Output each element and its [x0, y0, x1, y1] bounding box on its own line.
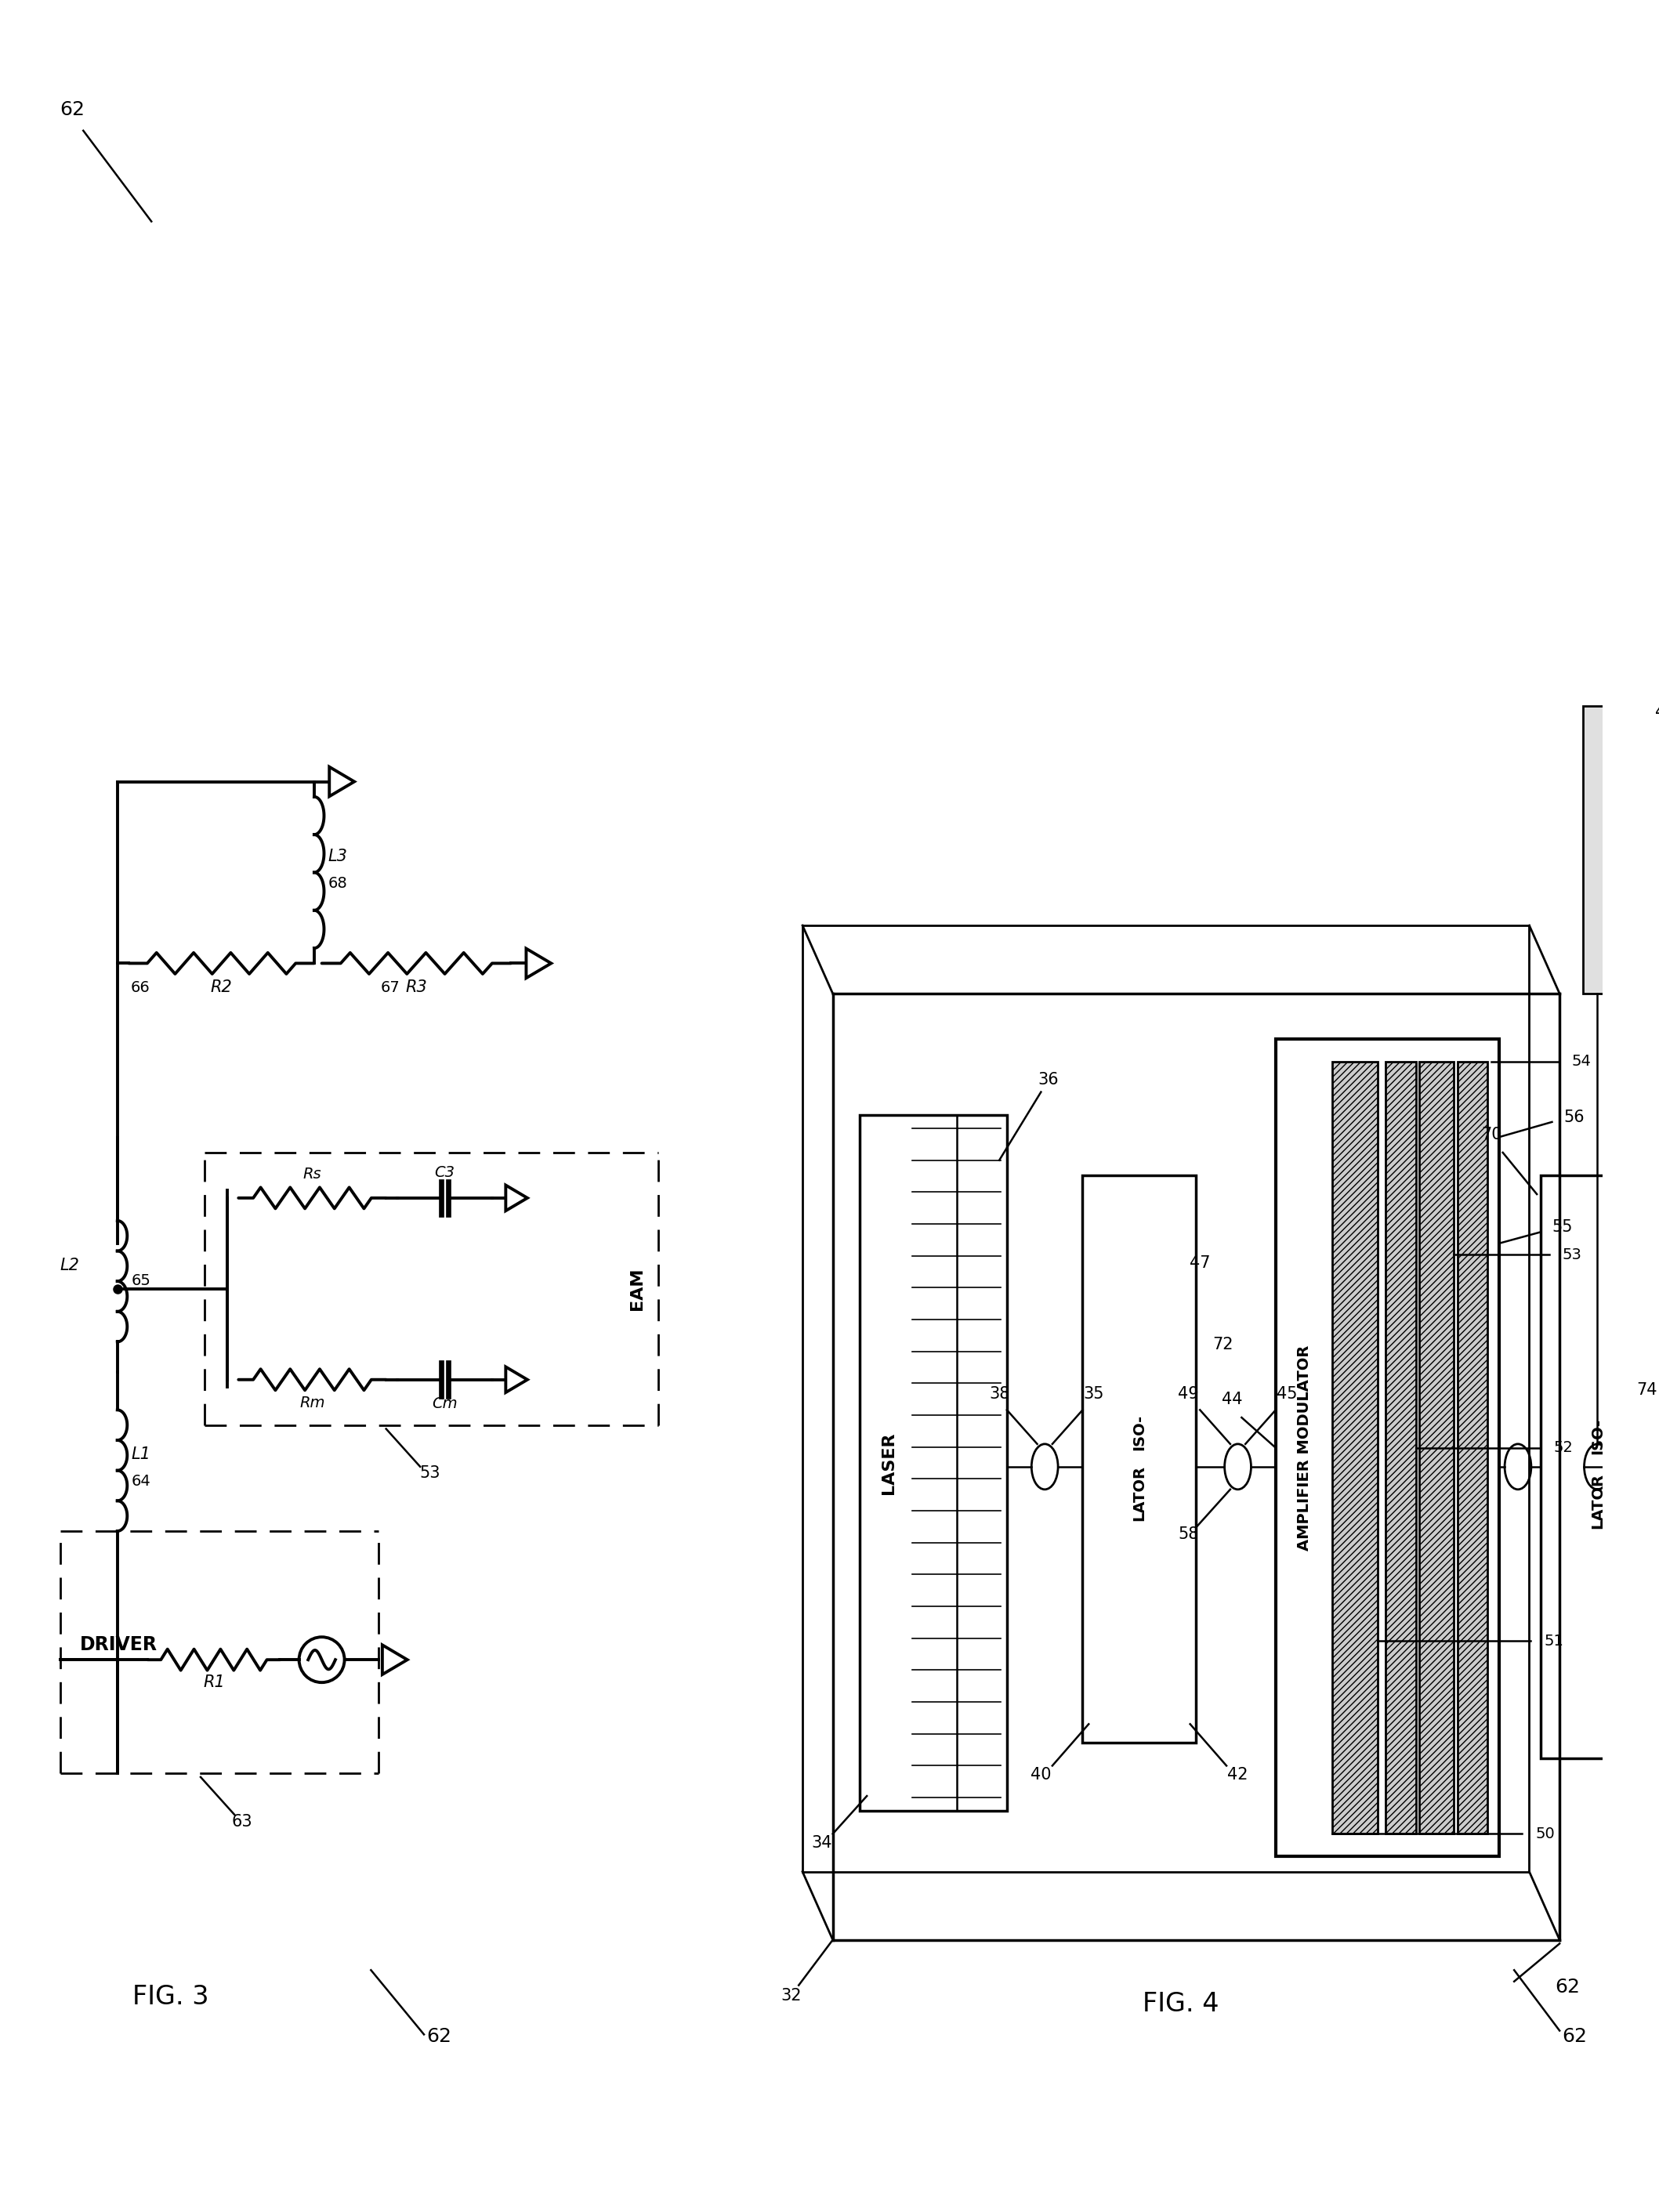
Text: 32: 32 [781, 1989, 801, 2004]
Text: DRIVER: DRIVER [80, 1635, 158, 1655]
Text: 62: 62 [60, 100, 85, 119]
Text: 36: 36 [1039, 1073, 1058, 1088]
Text: 44: 44 [1221, 1391, 1243, 1407]
Bar [1457, 1062, 1488, 1834]
Bar [859, 1115, 1007, 1812]
Bar [1420, 1062, 1453, 1834]
Text: Rs: Rs [304, 1166, 322, 1181]
Text: 48: 48 [1656, 706, 1659, 721]
Text: 62: 62 [1554, 1978, 1579, 1997]
Text: 68: 68 [328, 876, 347, 891]
Text: EAM: EAM [629, 1267, 645, 1310]
Text: 62: 62 [426, 2026, 451, 2046]
Text: 70: 70 [1481, 1126, 1501, 1141]
Text: 52: 52 [1553, 1440, 1573, 1455]
Text: 38: 38 [989, 1387, 1010, 1402]
Text: AMPLIFIER MODULATOR: AMPLIFIER MODULATOR [1297, 1345, 1312, 1551]
Text: 53: 53 [420, 1467, 440, 1482]
Text: FIG. 3: FIG. 3 [133, 1984, 209, 2011]
Bar [1332, 1062, 1379, 1834]
Text: 64: 64 [131, 1473, 151, 1489]
Text: 54: 54 [1571, 1055, 1591, 1068]
Text: 42: 42 [1228, 1767, 1248, 1783]
Text: L2: L2 [60, 1256, 80, 1274]
Text: 56: 56 [1563, 1110, 1584, 1126]
Bar [1276, 1040, 1500, 1856]
Text: LATOR: LATOR [1589, 1473, 1604, 1528]
Bar [1583, 706, 1613, 993]
Text: R2: R2 [211, 980, 232, 995]
Text: R1: R1 [202, 1674, 224, 1690]
Text: Rm: Rm [300, 1396, 325, 1409]
Text: 55: 55 [1553, 1219, 1573, 1234]
Text: 50: 50 [1535, 1827, 1554, 1840]
Text: L1: L1 [131, 1447, 151, 1462]
Text: 63: 63 [232, 1814, 252, 1829]
Text: R3: R3 [405, 980, 428, 995]
Text: LASER: LASER [881, 1431, 896, 1493]
Text: ISO-: ISO- [1589, 1418, 1604, 1455]
Text: 74: 74 [1636, 1382, 1657, 1398]
Text: 51: 51 [1545, 1632, 1564, 1648]
Text: FIG. 4: FIG. 4 [1143, 1991, 1219, 2017]
Bar [1385, 1062, 1415, 1834]
Text: C3: C3 [435, 1166, 455, 1179]
Text: 53: 53 [1563, 1248, 1583, 1263]
Text: 67: 67 [380, 980, 400, 995]
Text: 72: 72 [1213, 1336, 1233, 1354]
Text: 49: 49 [1178, 1387, 1199, 1402]
Text: 58: 58 [1178, 1526, 1199, 1542]
Bar [1541, 1175, 1654, 1759]
Text: 47: 47 [1190, 1256, 1211, 1272]
Text: LATOR: LATOR [1131, 1464, 1146, 1522]
Text: 65: 65 [131, 1274, 151, 1287]
Text: ISO-: ISO- [1131, 1413, 1146, 1451]
Text: 35: 35 [1083, 1387, 1105, 1402]
Text: Cm: Cm [431, 1396, 458, 1411]
Text: L3: L3 [328, 849, 347, 865]
Bar [1083, 1175, 1196, 1743]
Text: 40: 40 [1030, 1767, 1052, 1783]
Text: 66: 66 [131, 980, 149, 995]
Text: 45: 45 [1277, 1387, 1297, 1402]
Text: 62: 62 [1563, 2026, 1588, 2046]
Text: 34: 34 [811, 1836, 831, 1851]
